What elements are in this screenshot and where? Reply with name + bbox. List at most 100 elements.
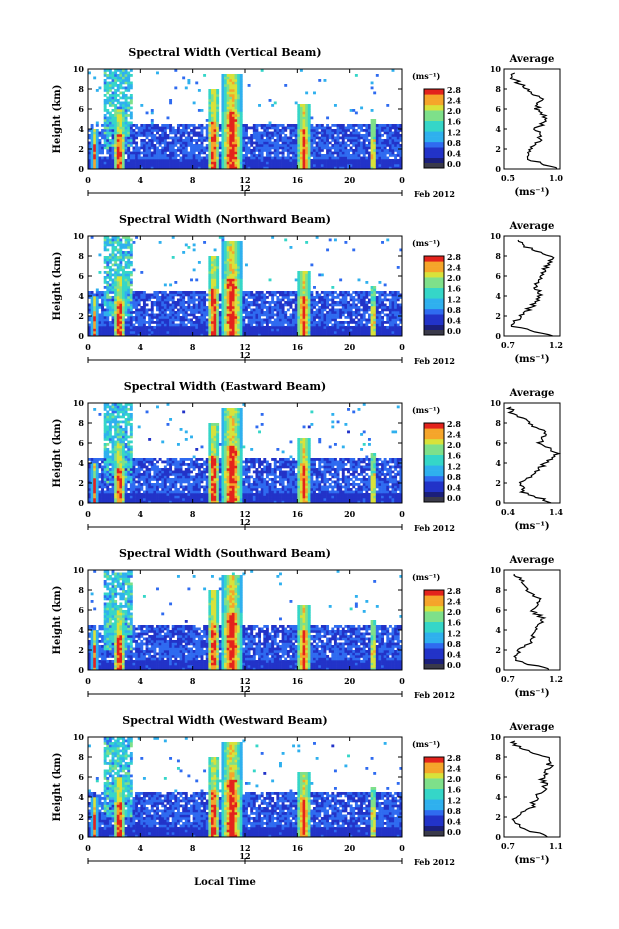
heatmap-cell bbox=[124, 251, 128, 254]
heatmap-cell bbox=[237, 266, 241, 269]
heatmap-cell bbox=[307, 303, 311, 307]
heatmap-cell bbox=[237, 278, 241, 282]
heatmap-cell bbox=[224, 301, 227, 304]
heatmap-cell bbox=[229, 79, 233, 82]
heatmap-cell bbox=[302, 166, 306, 170]
heatmap-cell bbox=[122, 326, 125, 329]
heatmap-cell bbox=[124, 238, 128, 242]
heatmap-cell bbox=[247, 316, 251, 319]
heatmap-cell bbox=[394, 131, 398, 135]
colorbar-segment bbox=[424, 126, 444, 132]
heatmap-cell bbox=[122, 313, 125, 317]
heatmap-cell bbox=[140, 313, 144, 317]
heatmap-cell bbox=[210, 301, 214, 304]
heatmap-cell bbox=[161, 164, 165, 167]
heatmap-cell bbox=[265, 136, 269, 140]
heatmap-cell bbox=[108, 96, 112, 100]
heatmap-cell bbox=[252, 166, 256, 170]
heatmap-cell bbox=[122, 111, 125, 115]
heatmap-cell bbox=[129, 161, 133, 165]
heatmap-cell bbox=[108, 89, 112, 92]
heatmap-cell bbox=[239, 253, 243, 257]
heatmap-cell bbox=[197, 291, 201, 294]
heatmap-cell bbox=[260, 154, 264, 157]
heatmap-cell bbox=[242, 149, 246, 152]
heatmap-cell bbox=[383, 326, 387, 329]
heatmap-cell bbox=[111, 238, 115, 242]
heatmap-cell bbox=[234, 256, 238, 259]
heatmap-cell bbox=[108, 124, 112, 127]
heatmap-cell bbox=[127, 154, 131, 157]
heatmap-cell bbox=[260, 293, 264, 297]
heatmap-cell bbox=[124, 286, 128, 289]
heatmap-cell bbox=[114, 109, 118, 112]
heatmap-cell bbox=[127, 328, 131, 332]
heatmap-cell bbox=[187, 291, 191, 294]
heatmap-cell bbox=[333, 144, 337, 147]
heatmap-cell bbox=[119, 316, 123, 319]
heatmap-cell bbox=[276, 303, 280, 307]
heatmap-cell bbox=[234, 101, 238, 105]
heatmap-cell bbox=[129, 296, 133, 299]
heatmap-cell bbox=[381, 141, 384, 145]
heatmap-cell bbox=[394, 154, 398, 157]
heatmap-cell bbox=[279, 298, 282, 302]
heatmap-cell bbox=[237, 308, 241, 312]
heatmap-cell bbox=[354, 161, 358, 165]
heatmap-cell bbox=[375, 323, 379, 327]
heatmap-cell bbox=[326, 166, 330, 170]
heatmap-cell bbox=[237, 94, 241, 97]
heatmap-cell bbox=[132, 331, 136, 334]
heatmap-cell bbox=[106, 283, 110, 287]
heatmap-cell bbox=[305, 241, 309, 244]
heatmap-cell bbox=[297, 146, 301, 150]
heatmap-cell bbox=[318, 144, 322, 147]
heatmap-cell bbox=[252, 136, 256, 140]
heatmap-cell bbox=[341, 136, 345, 140]
heatmap-cell bbox=[313, 126, 316, 130]
heatmap-cell bbox=[156, 298, 159, 302]
heatmap-cell bbox=[237, 281, 241, 284]
heatmap-cell bbox=[135, 154, 139, 157]
heatmap-cell bbox=[237, 248, 241, 252]
heatmap-cell bbox=[320, 146, 324, 150]
heatmap-cell bbox=[302, 109, 306, 112]
heatmap-cell bbox=[234, 76, 238, 80]
heatmap-cell bbox=[114, 114, 118, 117]
heatmap-cell bbox=[260, 328, 264, 332]
heatmap-cell bbox=[127, 293, 131, 297]
heatmap-cell bbox=[326, 298, 330, 302]
heatmap-cell bbox=[276, 156, 280, 160]
heatmap-cell bbox=[331, 316, 335, 319]
heatmap-cell bbox=[265, 149, 269, 152]
heatmap-cell bbox=[213, 256, 217, 259]
heatmap-cell bbox=[137, 303, 141, 307]
heatmap-cell bbox=[239, 114, 243, 117]
heatmap-cell bbox=[260, 166, 264, 170]
heatmap-cell bbox=[333, 318, 337, 322]
heatmap-cell bbox=[135, 328, 139, 332]
heatmap-cell bbox=[205, 129, 209, 132]
heatmap-cell bbox=[195, 298, 199, 302]
heatmap-cell bbox=[378, 303, 382, 307]
heatmap-cell bbox=[349, 316, 353, 319]
heatmap-cell bbox=[190, 323, 193, 327]
heatmap-cell bbox=[140, 156, 144, 160]
heatmap-cell bbox=[373, 129, 377, 132]
heatmap-cell bbox=[124, 121, 128, 125]
heatmap-cell bbox=[132, 311, 136, 314]
heatmap-cell bbox=[88, 311, 91, 314]
heatmap-cell bbox=[239, 94, 243, 97]
heatmap-cell bbox=[132, 136, 136, 140]
heatmap-cell bbox=[234, 154, 238, 157]
heatmap-cell bbox=[169, 283, 173, 287]
heatmap-cell bbox=[239, 99, 243, 102]
heatmap-cell bbox=[195, 291, 199, 294]
heatmap-cell bbox=[124, 273, 128, 277]
heatmap-cell bbox=[305, 328, 309, 332]
heatmap-cell bbox=[226, 258, 230, 262]
heatmap-cell bbox=[255, 136, 259, 140]
heatmap-cell bbox=[378, 316, 382, 319]
heatmap-cell bbox=[305, 286, 309, 289]
heatmap-cell bbox=[297, 331, 301, 334]
